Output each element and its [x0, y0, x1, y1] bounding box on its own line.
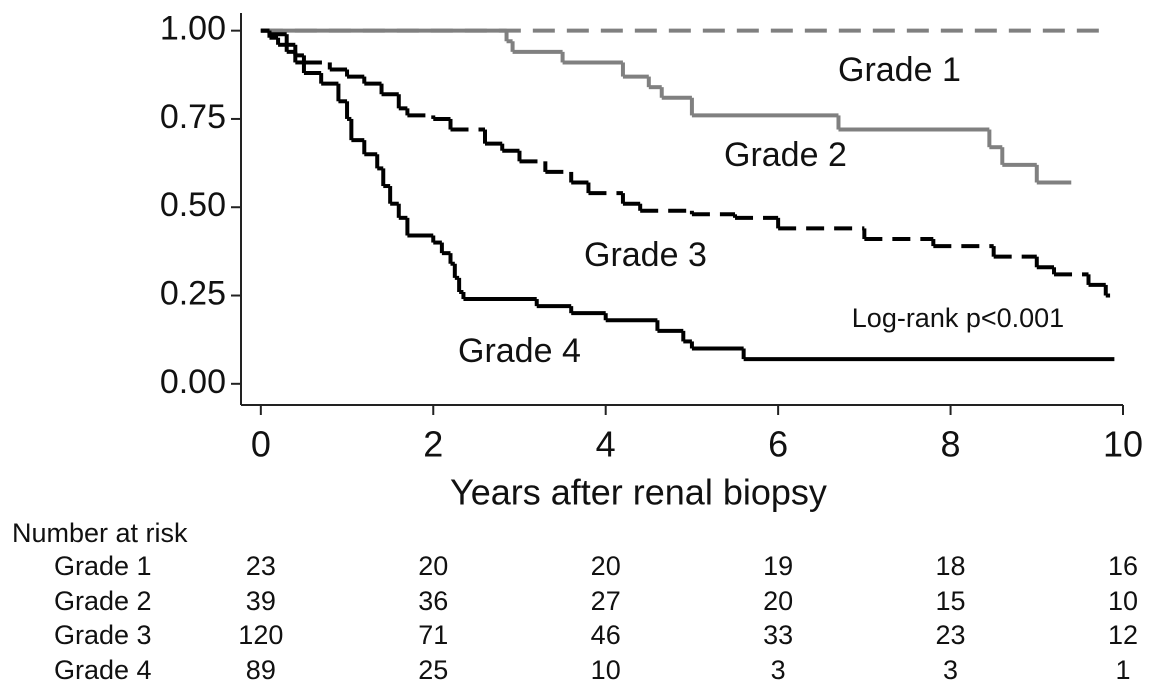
y-tick-label: 0.25	[160, 275, 226, 313]
annotation: Log-rank p<0.001	[852, 303, 1064, 333]
risk-count: 18	[936, 551, 966, 581]
risk-count: 10	[1108, 586, 1138, 616]
risk-count: 10	[591, 655, 621, 685]
y-tick-label: 0.00	[160, 363, 226, 401]
risk-count: 20	[418, 551, 448, 581]
y-tick-label: 1.00	[160, 10, 226, 48]
risk-count: 12	[1108, 620, 1138, 650]
risk-row-label: Grade 1	[54, 551, 152, 581]
risk-count: 33	[763, 620, 793, 650]
x-tick-label: 0	[251, 424, 271, 465]
risk-row-label: Grade 3	[54, 620, 152, 650]
risk-title: Number at risk	[12, 518, 188, 548]
risk-count: 1	[1115, 655, 1130, 685]
risk-count: 25	[418, 655, 448, 685]
risk-count: 23	[936, 620, 966, 650]
curve-label: Grade 4	[458, 332, 581, 370]
risk-count: 3	[771, 655, 786, 685]
risk-count: 16	[1108, 551, 1138, 581]
y-tick-label: 0.75	[160, 98, 226, 136]
risk-count: 19	[763, 551, 793, 581]
curve-label: Grade 2	[724, 136, 847, 174]
risk-count: 39	[246, 586, 276, 616]
risk-row-label: Grade 4	[54, 655, 152, 685]
risk-count: 20	[763, 586, 793, 616]
risk-count: 3	[943, 655, 958, 685]
risk-row-label: Grade 2	[54, 586, 152, 616]
curve-label: Grade 1	[838, 51, 961, 89]
risk-count: 15	[936, 586, 966, 616]
x-tick-label: 10	[1103, 424, 1143, 465]
x-tick-label: 2	[423, 424, 443, 465]
x-tick-label: 4	[596, 424, 616, 465]
x-tick-label: 8	[941, 424, 961, 465]
risk-count: 23	[246, 551, 276, 581]
risk-count: 120	[238, 620, 283, 650]
risk-count: 20	[591, 551, 621, 581]
risk-count: 89	[246, 655, 276, 685]
risk-count: 46	[591, 620, 621, 650]
x-tick-label: 6	[768, 424, 788, 465]
x-axis-title: Years after renal biopsy	[450, 472, 827, 513]
curve-label: Grade 3	[584, 236, 707, 274]
y-tick-label: 0.50	[160, 186, 226, 224]
risk-count: 36	[418, 586, 448, 616]
risk-count: 27	[591, 586, 621, 616]
risk-count: 71	[418, 620, 448, 650]
